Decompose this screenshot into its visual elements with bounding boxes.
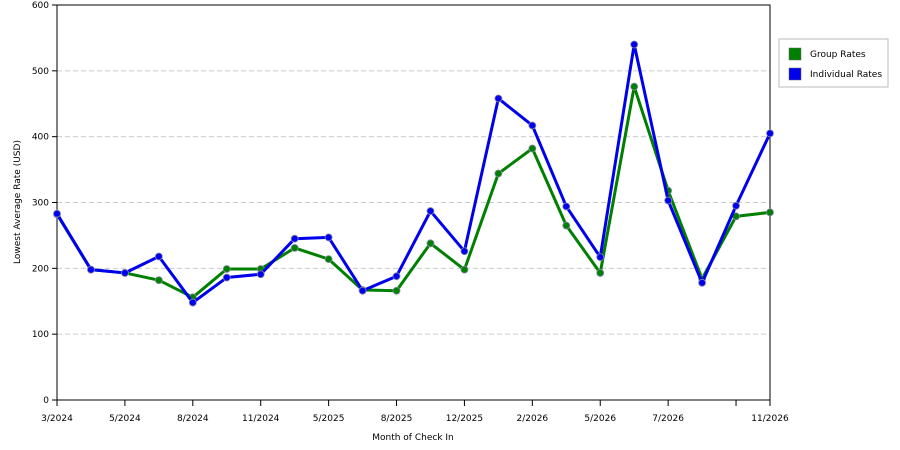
data-point bbox=[630, 40, 639, 49]
data-point bbox=[290, 244, 299, 252]
data-point bbox=[766, 129, 774, 138]
y-axis-label: Lowest Average Rate (USD) bbox=[13, 140, 23, 264]
x-tick-label: 11/2026 bbox=[751, 414, 789, 424]
data-point bbox=[766, 208, 774, 217]
data-point bbox=[596, 269, 605, 277]
data-point bbox=[460, 247, 469, 256]
legend-swatch bbox=[788, 47, 802, 61]
data-point bbox=[732, 201, 740, 210]
x-tick-label: 5/2025 bbox=[313, 414, 345, 424]
x-tick-label: 5/2024 bbox=[109, 414, 141, 424]
data-point bbox=[222, 273, 231, 282]
data-point bbox=[392, 272, 401, 281]
x-tick-label: 7/2026 bbox=[652, 414, 684, 424]
data-point bbox=[494, 94, 503, 103]
y-tick-label: 500 bbox=[32, 67, 49, 77]
data-point bbox=[494, 169, 503, 178]
data-point bbox=[698, 278, 706, 287]
data-point bbox=[121, 269, 129, 277]
plot-frame bbox=[56, 4, 771, 401]
data-point bbox=[53, 209, 61, 218]
data-point bbox=[562, 221, 571, 230]
x-tick-label: 8/2024 bbox=[177, 414, 209, 424]
x-axis-label: Month of Check In bbox=[372, 433, 454, 443]
series-line bbox=[55, 85, 771, 299]
x-tick-label: 8/2025 bbox=[381, 414, 413, 424]
x-tick-label: 5/2026 bbox=[584, 414, 616, 424]
data-point bbox=[324, 255, 333, 264]
data-point bbox=[324, 233, 333, 242]
y-tick-label: 0 bbox=[43, 396, 49, 406]
data-point bbox=[630, 82, 639, 91]
data-point bbox=[154, 276, 163, 285]
data-point bbox=[664, 196, 673, 205]
data-point bbox=[358, 286, 367, 295]
legend-swatch bbox=[788, 67, 802, 81]
data-point bbox=[87, 265, 95, 274]
x-tick-label: 3/2024 bbox=[41, 414, 73, 424]
legend: Group Rates Individual Rates bbox=[778, 38, 889, 88]
y-tick-label: 600 bbox=[32, 1, 49, 11]
y-tick-label: 100 bbox=[32, 330, 49, 340]
data-point bbox=[222, 265, 231, 273]
data-point bbox=[528, 144, 537, 153]
y-tick-label: 400 bbox=[32, 133, 49, 143]
x-tick-label: 12/2025 bbox=[446, 414, 483, 424]
data-point bbox=[562, 202, 571, 211]
data-point bbox=[426, 207, 435, 215]
x-tick-label: 2/2026 bbox=[516, 414, 548, 424]
data-point bbox=[392, 286, 401, 295]
legend-label: Group Rates bbox=[810, 50, 866, 60]
y-tick-label: 200 bbox=[32, 264, 49, 274]
data-point bbox=[596, 253, 605, 262]
data-point bbox=[460, 265, 469, 274]
y-tick-label: 300 bbox=[32, 199, 49, 209]
data-point bbox=[426, 239, 435, 248]
data-point bbox=[154, 252, 163, 261]
legend-label: Individual Rates bbox=[810, 70, 882, 80]
data-point bbox=[188, 298, 197, 307]
data-point bbox=[256, 270, 265, 279]
data-point bbox=[528, 121, 537, 130]
data-point bbox=[290, 234, 299, 243]
x-tick-label: 11/2024 bbox=[242, 414, 280, 424]
series-line bbox=[55, 43, 772, 305]
